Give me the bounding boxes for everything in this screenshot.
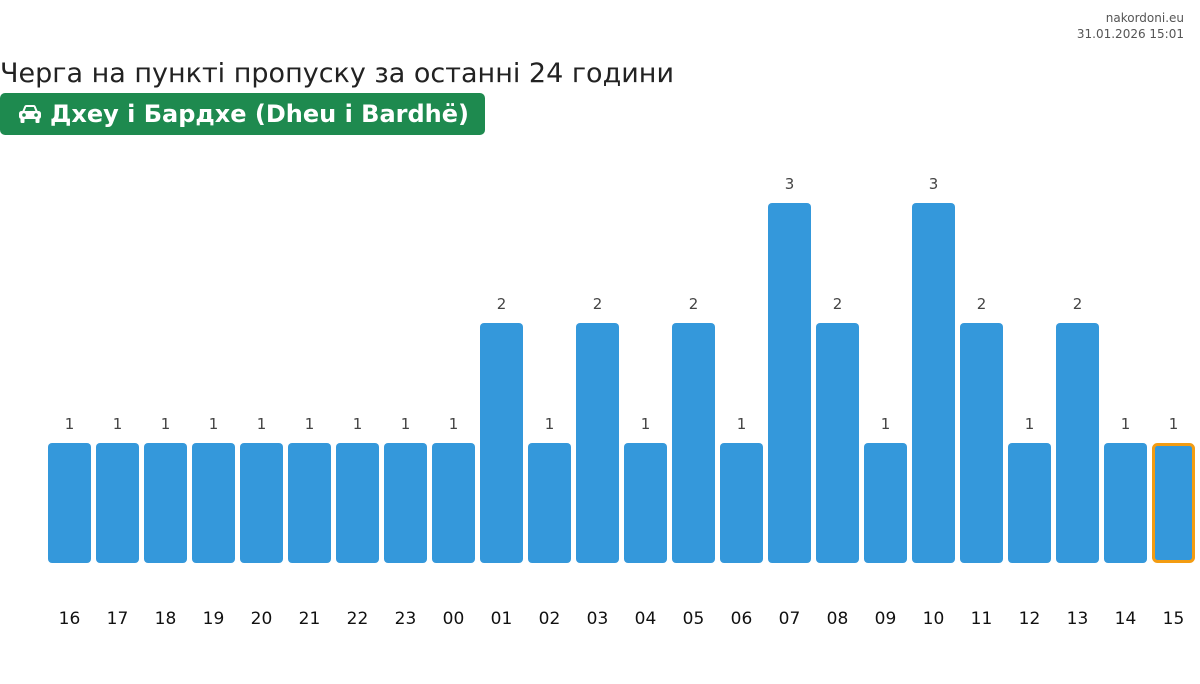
x-tick-label-08: 08 <box>827 609 849 629</box>
bar-20 <box>240 443 283 563</box>
value-label-19: 1 <box>209 415 219 433</box>
x-tick-label-17: 17 <box>107 609 129 629</box>
value-label-07: 3 <box>785 175 795 193</box>
bar-12 <box>1008 443 1051 563</box>
bar-23 <box>384 443 427 563</box>
x-tick-label-02: 02 <box>539 609 561 629</box>
value-label-20: 1 <box>257 415 267 433</box>
x-tick-label-23: 23 <box>395 609 417 629</box>
value-label-21: 1 <box>305 415 315 433</box>
x-tick-label-01: 01 <box>491 609 513 629</box>
checkpoint-badge: Дхеу і Бардхе (Dheu i Bardhë) <box>0 93 485 135</box>
x-tick-label-14: 14 <box>1115 609 1137 629</box>
x-tick-label-19: 19 <box>203 609 225 629</box>
value-label-00: 1 <box>449 415 459 433</box>
value-label-22: 1 <box>353 415 363 433</box>
value-label-12: 1 <box>1025 415 1035 433</box>
x-tick-label-12: 12 <box>1019 609 1041 629</box>
bar-09 <box>864 443 907 563</box>
bar-18 <box>144 443 187 563</box>
bar-04 <box>624 443 667 563</box>
bar-19 <box>192 443 235 563</box>
value-label-09: 1 <box>881 415 891 433</box>
x-tick-label-06: 06 <box>731 609 753 629</box>
value-label-13: 2 <box>1073 295 1083 313</box>
value-label-04: 1 <box>641 415 651 433</box>
x-tick-label-10: 10 <box>923 609 945 629</box>
x-tick-label-00: 00 <box>443 609 465 629</box>
x-tick-label-22: 22 <box>347 609 369 629</box>
value-label-11: 2 <box>977 295 987 313</box>
x-tick-label-15: 15 <box>1163 609 1185 629</box>
bar-03 <box>576 323 619 563</box>
bar-22 <box>336 443 379 563</box>
x-tick-label-11: 11 <box>971 609 993 629</box>
x-tick-label-07: 07 <box>779 609 801 629</box>
value-label-02: 1 <box>545 415 555 433</box>
x-tick-label-05: 05 <box>683 609 705 629</box>
value-label-03: 2 <box>593 295 603 313</box>
x-tick-label-03: 03 <box>587 609 609 629</box>
source-info: nakordoni.eu 31.01.2026 15:01 <box>1077 10 1184 42</box>
page-title: Черга на пункті пропуску за останні 24 г… <box>0 58 674 89</box>
x-tick-label-20: 20 <box>251 609 273 629</box>
value-label-15: 1 <box>1169 415 1179 433</box>
value-label-23: 1 <box>401 415 411 433</box>
source-timestamp: 31.01.2026 15:01 <box>1076 27 1184 41</box>
bar-16 <box>48 443 91 563</box>
bar-21 <box>288 443 331 563</box>
value-label-10: 3 <box>929 175 939 193</box>
bar-02 <box>528 443 571 563</box>
x-tick-label-16: 16 <box>59 609 81 629</box>
bar-17 <box>96 443 139 563</box>
value-label-17: 1 <box>113 415 123 433</box>
value-label-05: 2 <box>689 295 699 313</box>
car-icon <box>19 105 41 123</box>
value-label-01: 2 <box>497 295 507 313</box>
bar-07 <box>768 203 811 563</box>
bar-00 <box>432 443 475 563</box>
bar-10 <box>912 203 955 563</box>
x-tick-label-21: 21 <box>299 609 321 629</box>
value-label-14: 1 <box>1121 415 1131 433</box>
bar-11 <box>960 323 1003 563</box>
value-label-06: 1 <box>737 415 747 433</box>
value-label-08: 2 <box>833 295 843 313</box>
x-tick-label-13: 13 <box>1067 609 1089 629</box>
x-tick-label-18: 18 <box>155 609 177 629</box>
x-tick-label-09: 09 <box>875 609 897 629</box>
bar-15 <box>1152 443 1195 563</box>
bar-08 <box>816 323 859 563</box>
x-tick-label-04: 04 <box>635 609 657 629</box>
bar-14 <box>1104 443 1147 563</box>
bar-06 <box>720 443 763 563</box>
bar-05 <box>672 323 715 563</box>
checkpoint-name: Дхеу і Бардхе (Dheu i Bardhë) <box>50 100 469 128</box>
bar-13 <box>1056 323 1099 563</box>
value-label-16: 1 <box>65 415 75 433</box>
value-label-18: 1 <box>161 415 171 433</box>
source-site: nakordoni.eu <box>1105 11 1184 25</box>
bar-01 <box>480 323 523 563</box>
